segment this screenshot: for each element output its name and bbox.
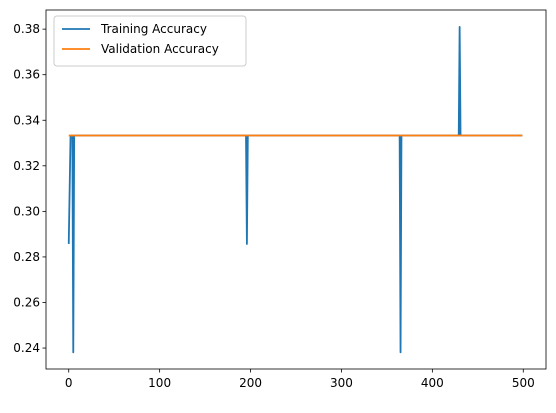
axes-frame [45,9,547,370]
x-tick-label: 500 [512,376,535,390]
x-tick-label: 300 [330,376,353,390]
x-axis: 0 100 200 300 400 500 [65,369,535,390]
y-tick-label: 0.28 [13,250,40,264]
series-layer [67,25,523,354]
x-tick-label: 100 [148,376,171,390]
y-axis: 0.24 0.26 0.28 0.30 0.32 0.34 0.36 0.38 [13,22,46,355]
y-tick-label: 0.38 [13,22,40,36]
y-tick-label: 0.30 [13,204,40,218]
x-tick-label: 400 [421,376,444,390]
y-tick-label: 0.32 [13,159,40,173]
legend: Training Accuracy Validation Accuracy [53,15,247,67]
y-tick-label: 0.26 [13,295,40,309]
y-tick-label: 0.34 [13,113,40,127]
y-tick-label: 0.36 [13,68,40,82]
legend-box [53,15,247,67]
x-tick-label: 0 [65,376,73,390]
legend-label-training-accuracy: Training Accuracy [100,22,207,36]
y-tick-label: 0.24 [13,341,40,355]
legend-label-validation-accuracy: Validation Accuracy [101,42,219,56]
x-tick-label: 200 [239,376,262,390]
